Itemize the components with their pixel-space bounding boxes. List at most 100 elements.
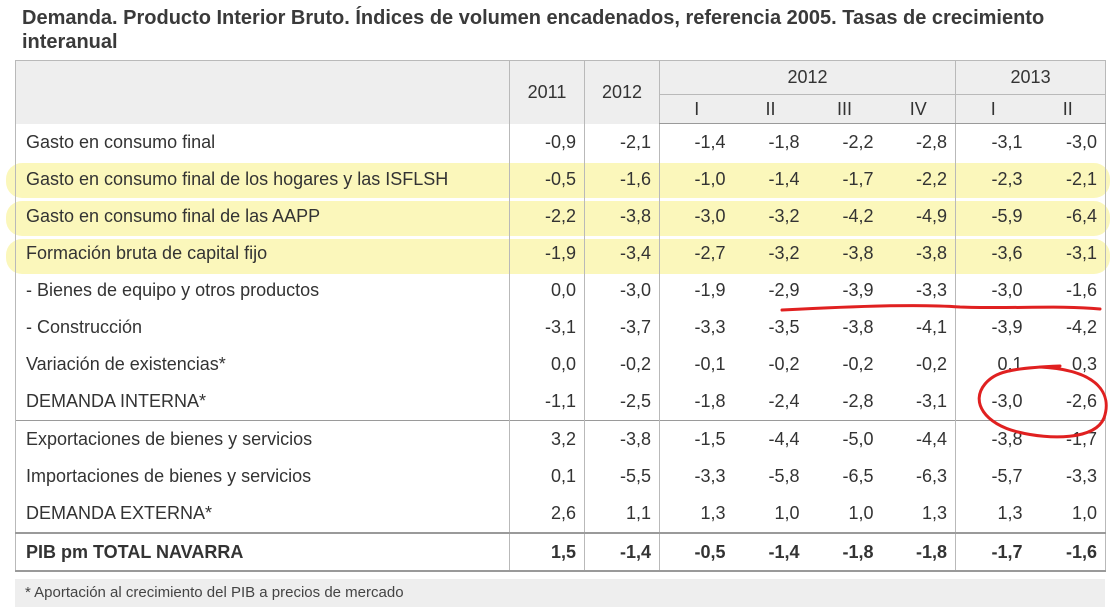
row-value: -2,5 bbox=[584, 383, 660, 421]
row-value: -3,7 bbox=[584, 309, 660, 346]
header-quarter: II bbox=[1030, 94, 1107, 124]
total-value: -1,7 bbox=[955, 532, 1031, 572]
row-value: -2,9 bbox=[768, 280, 800, 300]
footnote: * Aportación al crecimiento del PIB a pr… bbox=[15, 579, 1105, 607]
row-value: -4,2 bbox=[842, 206, 874, 226]
row-label: DEMANDA INTERNA* bbox=[15, 383, 510, 421]
row-value: -2,1 bbox=[584, 123, 660, 161]
data-table: 2011 2012 2012 2013 I II III IV I II Gas… bbox=[15, 60, 1107, 572]
row-value: -1,7 bbox=[1030, 420, 1107, 458]
row-value: -3,1 bbox=[955, 123, 1031, 161]
row-label: - Bienes de equipo y otros productos bbox=[15, 272, 510, 309]
table-row: - Construcción -3,1 -3,7 -3,3 -3,5 -3,8 -4,1 -3… bbox=[15, 309, 1107, 346]
header-year-2011: 2011 bbox=[509, 60, 585, 124]
row-value: -4,9 bbox=[916, 206, 948, 226]
row-value: -1,7 bbox=[842, 169, 874, 189]
row-label: Gasto en consumo final de las AAPP bbox=[15, 198, 510, 235]
row-label: Exportaciones de bienes y servicios bbox=[15, 420, 510, 458]
row-value: -3,2 bbox=[768, 206, 800, 226]
row-value: -0,1 bbox=[659, 346, 734, 383]
total-value: -0,5 bbox=[659, 532, 734, 572]
total-value: -1,8 bbox=[881, 532, 956, 572]
row-label: Formación bruta de capital fijo bbox=[15, 235, 510, 272]
row-value: -3,0 bbox=[955, 383, 1031, 421]
row-value: -5,5 bbox=[584, 458, 660, 495]
table-title: Demanda. Producto Interior Bruto. Índice… bbox=[22, 7, 1045, 53]
total-row: PIB pm TOTAL NAVARRA 1,5 -1,4 -0,5 -1,4 -1,8-… bbox=[15, 532, 1107, 572]
header-quarter: I bbox=[955, 94, 1031, 124]
total-value: -1,4 bbox=[733, 532, 808, 572]
row-value: 2,6 bbox=[509, 495, 585, 533]
row-value: 1,1 bbox=[584, 495, 660, 533]
row-value: -1,9 bbox=[509, 235, 585, 272]
row-value: -3,8 bbox=[584, 420, 660, 458]
row-value: -1,4 bbox=[768, 169, 800, 189]
row-value: -3,0 bbox=[659, 198, 734, 235]
row-label: - Construcción bbox=[15, 309, 510, 346]
row-value: -2,2 bbox=[916, 169, 948, 189]
total-label: PIB pm TOTAL NAVARRA bbox=[15, 532, 510, 572]
row-value: -3,9 bbox=[955, 309, 1031, 346]
table-row: Gasto en consumo final -0,9 -2,1 -1,4 -1,8 -2… bbox=[15, 123, 1107, 161]
total-value: -1,6 bbox=[1030, 532, 1107, 572]
row-value: 1,0 bbox=[848, 503, 874, 523]
row-value: -1,4 bbox=[659, 123, 734, 161]
row-value: -5,0 bbox=[807, 420, 882, 458]
row-value: -3,1 bbox=[509, 309, 585, 346]
row-label: Importaciones de bienes y servicios bbox=[15, 458, 510, 495]
row-value: -3,3 bbox=[659, 309, 734, 346]
table-row: DEMANDA INTERNA* -1,1 -2,5 -1,8 -2,4 -2,8 -3,1… bbox=[15, 383, 1107, 421]
total-value: -1,8 bbox=[807, 532, 882, 572]
table-row: Variación de existencias* 0,0 -0,2 -0,1 -0,2… bbox=[15, 346, 1107, 383]
header-quarter: I bbox=[659, 94, 734, 124]
row-value: 1,0 bbox=[774, 503, 800, 523]
row-value: 3,2 bbox=[509, 420, 585, 458]
row-value: -2,1 bbox=[1030, 161, 1107, 198]
row-value: -3,6 bbox=[955, 235, 1031, 272]
row-value: -4,1 bbox=[916, 317, 948, 337]
row-value: -1,9 bbox=[659, 272, 734, 309]
row-value: -1,1 bbox=[509, 383, 585, 421]
row-value: -3,3 bbox=[1030, 458, 1107, 495]
row-value: -5,7 bbox=[955, 458, 1031, 495]
row-value: -2,8 bbox=[842, 391, 874, 411]
row-value: 1,0 bbox=[1030, 495, 1107, 533]
row-value: -3,4 bbox=[584, 235, 660, 272]
row-value: -3,0 bbox=[584, 272, 660, 309]
table-row: Importaciones de bienes y servicios 0,1 -5… bbox=[15, 458, 1107, 495]
row-value: -3,3 bbox=[916, 280, 948, 300]
row-label: Variación de existencias* bbox=[15, 346, 510, 383]
row-value: -3,0 bbox=[1030, 123, 1107, 161]
table-row: Formación bruta de capital fijo -1,9 -3,4 -… bbox=[15, 235, 1107, 272]
header-group-2013: 2013 bbox=[955, 60, 1107, 95]
row-value: 1,3 bbox=[922, 503, 948, 523]
row-value: -3,5 bbox=[768, 317, 800, 337]
row-value: -6,3 bbox=[916, 466, 948, 486]
row-value: -1,0 bbox=[659, 161, 734, 198]
row-value: -3,8 bbox=[842, 243, 874, 263]
row-label: DEMANDA EXTERNA* bbox=[15, 495, 510, 533]
row-value: -5,8 bbox=[768, 466, 800, 486]
table-row: Exportaciones de bienes y servicios 3,2 -3… bbox=[15, 420, 1107, 458]
row-value: -6,5 bbox=[842, 466, 874, 486]
row-value: -4,4 bbox=[881, 420, 956, 458]
row-value: -2,6 bbox=[1030, 383, 1107, 421]
header-quarter: IV bbox=[881, 94, 956, 124]
row-value: -4,4 bbox=[733, 420, 808, 458]
row-value: 0,3 bbox=[1030, 346, 1107, 383]
row-value: 1,3 bbox=[659, 495, 734, 533]
header-quarter: III bbox=[807, 94, 882, 124]
row-value: -0,2 bbox=[768, 354, 800, 374]
row-value: -1,8 bbox=[768, 132, 800, 152]
row-value: -2,2 bbox=[842, 132, 874, 152]
row-value: -1,6 bbox=[1030, 272, 1107, 309]
row-label: Gasto en consumo final de los hogares y … bbox=[15, 161, 510, 198]
row-value: 0,1 bbox=[509, 458, 585, 495]
row-value: -3,0 bbox=[955, 272, 1031, 309]
table-row: Gasto en consumo final de las AAPP -2,2 -3… bbox=[15, 198, 1107, 235]
row-value: 1,3 bbox=[955, 495, 1031, 533]
row-value: -5,9 bbox=[955, 198, 1031, 235]
row-value: 0,0 bbox=[509, 346, 585, 383]
total-value: -1,4 bbox=[584, 532, 660, 572]
header-blank bbox=[15, 60, 510, 124]
